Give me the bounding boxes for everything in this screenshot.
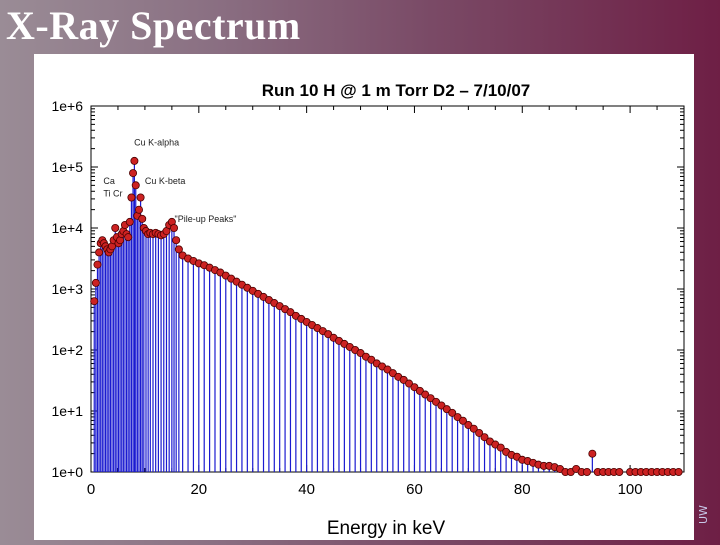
data-point bbox=[475, 428, 484, 437]
data-point bbox=[480, 433, 489, 442]
annotations: Cu K-alpha Ca Ti Cr Cu K-beta "Pile-up Peaks… bbox=[103, 138, 236, 224]
data-point bbox=[286, 308, 295, 317]
y-tick-label: 1e+4 bbox=[51, 220, 83, 236]
data-point bbox=[388, 369, 397, 378]
data-point bbox=[93, 260, 102, 269]
data-point bbox=[130, 156, 139, 165]
y-tick-label: 1e+2 bbox=[51, 342, 83, 358]
slide-title: X-Ray Spectrum bbox=[6, 3, 301, 48]
x-tick-label: 80 bbox=[514, 481, 531, 498]
data-point bbox=[356, 349, 365, 358]
data-point bbox=[399, 375, 408, 384]
x-axis-label: Energy in keV bbox=[327, 518, 446, 539]
data-point bbox=[324, 330, 333, 339]
y-tick-label: 1e+1 bbox=[51, 403, 83, 419]
x-tick-label: 0 bbox=[87, 481, 95, 498]
data-point bbox=[174, 245, 183, 254]
x-tick-label: 20 bbox=[190, 481, 207, 498]
spectrum-chart: Run 10 H @ 1 m Torr D2 – 7/10/07 1e+01e+… bbox=[51, 81, 685, 539]
data-point bbox=[95, 248, 104, 257]
y-tick-label: 1e+6 bbox=[51, 98, 83, 114]
chart-panel: Run 10 H @ 1 m Torr D2 – 7/10/07 1e+0 1e+… bbox=[34, 54, 694, 540]
data-point bbox=[442, 405, 451, 414]
data-point bbox=[410, 383, 419, 392]
data-point bbox=[383, 365, 392, 374]
data-point bbox=[582, 467, 591, 476]
data-point bbox=[453, 413, 462, 422]
y-axis: 1e+0 1e+1 1e+2 1e+3 1e+4 1e+5 1e+6 bbox=[51, 98, 684, 480]
y-tick-label: 1e+0 bbox=[51, 464, 83, 480]
data-point bbox=[138, 214, 147, 223]
data-point bbox=[458, 416, 467, 425]
data-point bbox=[415, 386, 424, 395]
data-point bbox=[405, 379, 414, 388]
data-point bbox=[469, 424, 478, 433]
data-point bbox=[91, 278, 100, 287]
annotation-label: "Pile-up Peaks" bbox=[175, 214, 237, 224]
chart-title: Run 10 H @ 1 m Torr D2 – 7/10/07 bbox=[262, 81, 531, 100]
data-point bbox=[496, 443, 505, 452]
data-point bbox=[136, 193, 145, 202]
data-point bbox=[90, 297, 99, 306]
data-series bbox=[90, 156, 683, 476]
data-point bbox=[421, 390, 430, 399]
data-point bbox=[131, 181, 140, 190]
x-tick-label: 100 bbox=[618, 481, 643, 498]
y-tick-label: 1e+3 bbox=[51, 281, 83, 297]
data-point bbox=[448, 408, 457, 417]
annotation-label: Cu K-beta bbox=[145, 176, 186, 186]
data-point bbox=[129, 169, 138, 178]
data-point bbox=[124, 233, 133, 242]
data-point bbox=[367, 355, 376, 364]
data-point bbox=[111, 223, 120, 232]
data-point bbox=[432, 397, 441, 406]
data-point bbox=[615, 467, 624, 476]
data-point bbox=[464, 421, 473, 430]
annotation-label: Ti Cr bbox=[103, 188, 122, 198]
y-tick-label: 1e+5 bbox=[51, 159, 83, 175]
logo-mark: UW bbox=[697, 505, 710, 525]
data-point bbox=[437, 401, 446, 410]
data-point bbox=[134, 205, 143, 214]
data-point bbox=[426, 394, 435, 403]
stem-series bbox=[93, 160, 593, 472]
data-point bbox=[170, 223, 179, 232]
annotation-label: Cu K-alpha bbox=[134, 138, 179, 148]
data-point bbox=[588, 449, 597, 458]
annotation-label: Ca bbox=[103, 176, 115, 186]
x-tick-label: 40 bbox=[298, 481, 315, 498]
data-point bbox=[125, 217, 134, 226]
data-point bbox=[172, 236, 181, 245]
x-tick-label: 60 bbox=[406, 481, 423, 498]
data-point bbox=[674, 467, 683, 476]
data-point bbox=[127, 193, 136, 202]
